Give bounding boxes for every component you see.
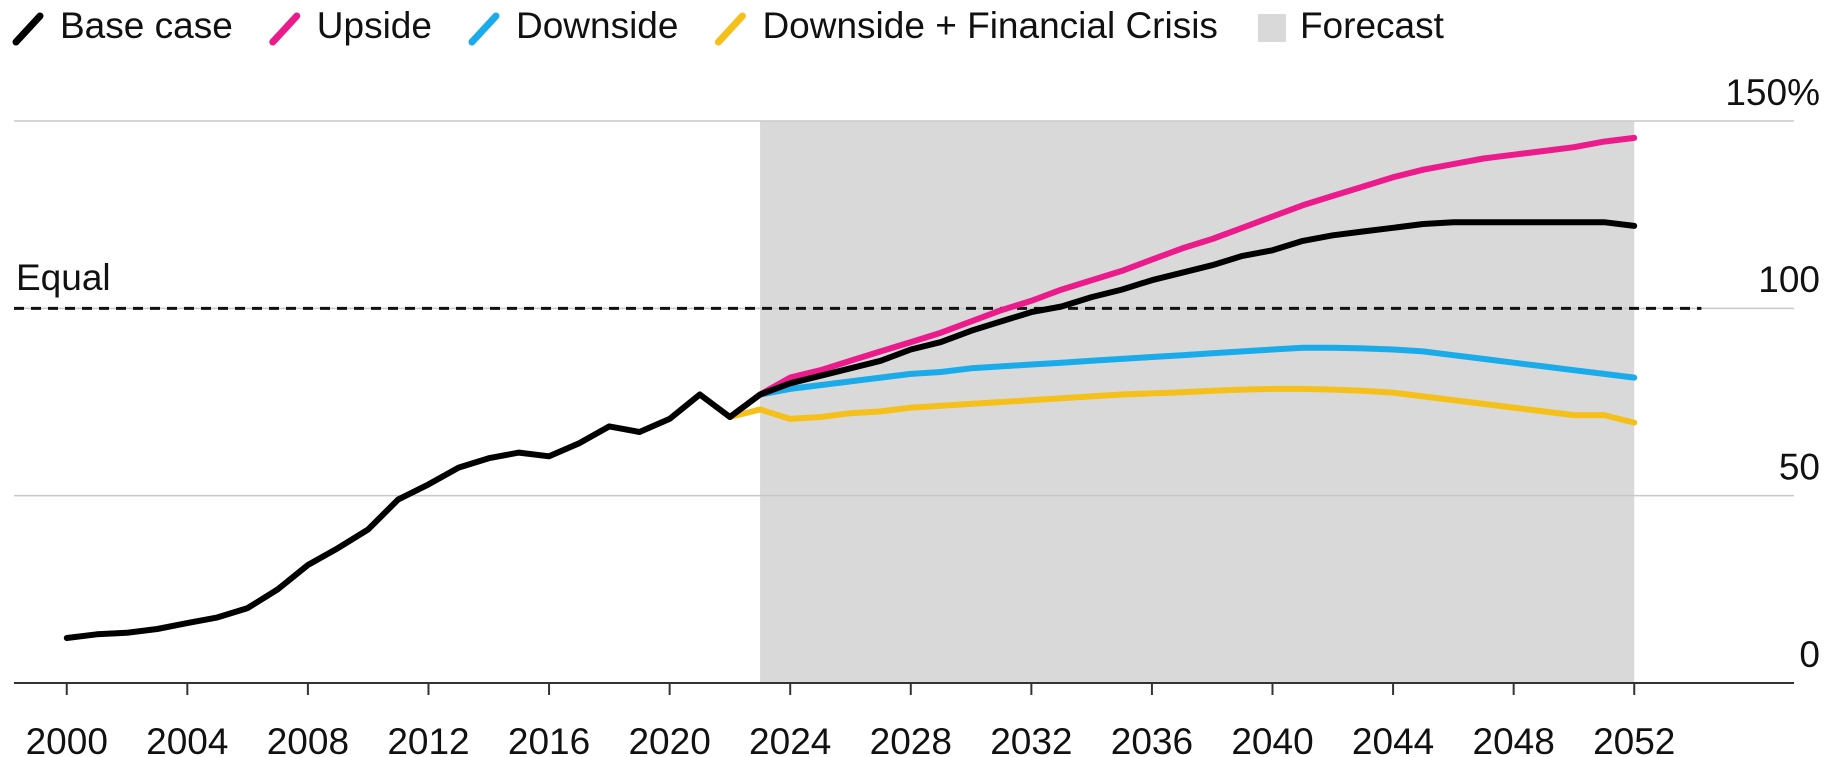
y-tick-label: 50 <box>1779 446 1820 487</box>
x-tick-label: 2004 <box>146 721 228 757</box>
series-line <box>726 134 1638 420</box>
legend-swatch <box>269 12 301 46</box>
x-tick-label: 2028 <box>870 721 952 757</box>
x-tick-label: 2008 <box>267 721 349 757</box>
series-line <box>63 219 1638 641</box>
y-tick-label: 100 <box>1758 259 1820 300</box>
legend-swatch <box>1257 14 1286 42</box>
legend-swatch <box>12 12 44 46</box>
x-tick-label: 2040 <box>1231 721 1313 757</box>
x-tick-label: 2036 <box>1111 721 1193 757</box>
legend-swatch <box>468 12 500 46</box>
legend-label: Base case <box>60 5 233 46</box>
forecast-region <box>760 121 1635 683</box>
reference-label: Equal <box>16 257 111 298</box>
legend-label: Downside + Financial Crisis <box>762 5 1217 46</box>
legend-label: Upside <box>317 5 432 46</box>
x-tick-label: 2012 <box>387 721 469 757</box>
legend-swatch <box>714 12 746 46</box>
y-tick-label: 150% <box>1725 72 1820 113</box>
y-tick-label: 0 <box>1799 634 1820 675</box>
x-tick-label: 2032 <box>990 721 1072 757</box>
x-tick-label: 2024 <box>749 721 831 757</box>
x-tick-label: 2048 <box>1473 721 1555 757</box>
x-tick-label: 2044 <box>1352 721 1434 757</box>
series-line <box>726 344 1638 420</box>
x-tick-label: 2000 <box>26 721 108 757</box>
legend-label: Downside <box>516 5 678 46</box>
legend-label: Forecast <box>1300 5 1445 46</box>
x-tick-label: 2052 <box>1593 721 1675 757</box>
x-tick-label: 2020 <box>628 721 710 757</box>
x-tick-label: 2016 <box>508 721 590 757</box>
series-line <box>726 385 1638 426</box>
